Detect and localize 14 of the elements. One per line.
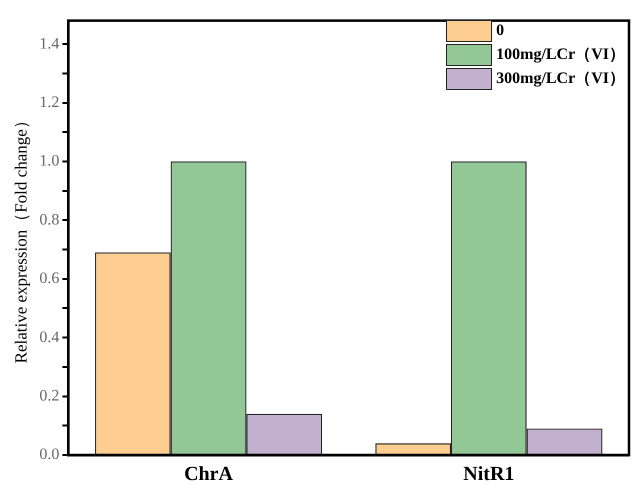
y-tick-label: 1.0 [39,152,60,170]
y-tick-label: 0.4 [39,328,60,346]
y-tick-label: 1.4 [39,35,60,52]
y-axis-title: Relative expression（Fold change） [12,112,31,364]
y-tick-label: 0.2 [39,388,60,404]
y-tick-label: 1.2 [39,94,60,111]
legend-label: 300mg/LCr（VI） [496,69,625,89]
y-tick-label: 0.6 [39,270,60,288]
x-tick-label: NitR1 [463,463,514,486]
legend-label: 100mg/LCr（VI） [496,45,625,65]
legend-label: 0 [496,21,504,41]
y-tick-label: 0.0 [39,446,60,464]
x-tick-label: ChrA [184,463,234,486]
y-tick-label: 0.8 [39,211,60,228]
